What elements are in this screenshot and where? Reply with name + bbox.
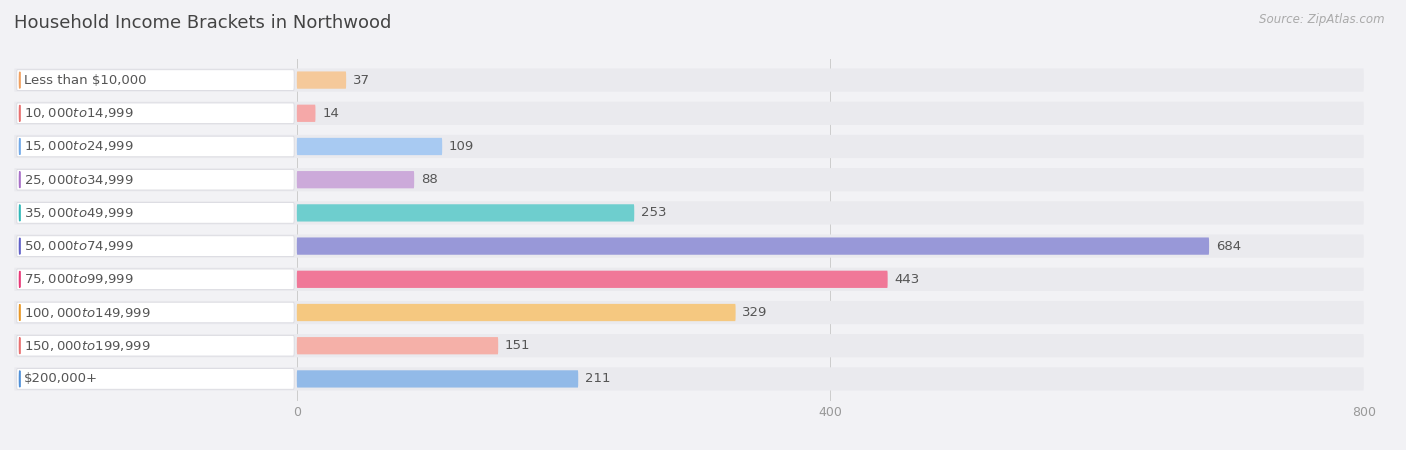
FancyBboxPatch shape: [17, 169, 294, 190]
FancyBboxPatch shape: [297, 204, 634, 221]
Text: $75,000 to $99,999: $75,000 to $99,999: [24, 272, 134, 286]
FancyBboxPatch shape: [17, 369, 294, 389]
Text: 253: 253: [641, 207, 666, 220]
Text: $200,000+: $200,000+: [24, 373, 98, 385]
FancyBboxPatch shape: [14, 367, 1364, 391]
FancyBboxPatch shape: [297, 337, 498, 354]
FancyBboxPatch shape: [297, 304, 735, 321]
Text: 211: 211: [585, 373, 610, 385]
Text: 88: 88: [420, 173, 437, 186]
Text: Source: ZipAtlas.com: Source: ZipAtlas.com: [1260, 14, 1385, 27]
Text: Household Income Brackets in Northwood: Household Income Brackets in Northwood: [14, 14, 391, 32]
Text: 684: 684: [1216, 239, 1241, 252]
FancyBboxPatch shape: [17, 202, 294, 223]
FancyBboxPatch shape: [14, 135, 1364, 158]
FancyBboxPatch shape: [17, 103, 294, 124]
Text: 109: 109: [449, 140, 474, 153]
FancyBboxPatch shape: [14, 334, 1364, 357]
Text: $150,000 to $199,999: $150,000 to $199,999: [24, 339, 150, 353]
FancyBboxPatch shape: [17, 335, 294, 356]
FancyBboxPatch shape: [297, 370, 578, 387]
Text: $15,000 to $24,999: $15,000 to $24,999: [24, 140, 134, 153]
FancyBboxPatch shape: [17, 302, 294, 323]
FancyBboxPatch shape: [297, 238, 1209, 255]
Text: $50,000 to $74,999: $50,000 to $74,999: [24, 239, 134, 253]
Text: 329: 329: [742, 306, 768, 319]
Text: 14: 14: [322, 107, 339, 120]
FancyBboxPatch shape: [297, 138, 443, 155]
FancyBboxPatch shape: [17, 136, 294, 157]
Text: $100,000 to $149,999: $100,000 to $149,999: [24, 306, 150, 320]
Text: 151: 151: [505, 339, 530, 352]
Text: $35,000 to $49,999: $35,000 to $49,999: [24, 206, 134, 220]
Text: 37: 37: [353, 74, 370, 86]
Text: Less than $10,000: Less than $10,000: [24, 74, 146, 86]
FancyBboxPatch shape: [17, 269, 294, 290]
Text: $25,000 to $34,999: $25,000 to $34,999: [24, 173, 134, 187]
FancyBboxPatch shape: [14, 301, 1364, 324]
FancyBboxPatch shape: [14, 234, 1364, 258]
FancyBboxPatch shape: [14, 68, 1364, 92]
FancyBboxPatch shape: [297, 105, 315, 122]
Text: $10,000 to $14,999: $10,000 to $14,999: [24, 106, 134, 120]
Text: 443: 443: [894, 273, 920, 286]
FancyBboxPatch shape: [17, 70, 294, 90]
FancyBboxPatch shape: [14, 201, 1364, 225]
FancyBboxPatch shape: [14, 102, 1364, 125]
FancyBboxPatch shape: [297, 72, 346, 89]
FancyBboxPatch shape: [297, 270, 887, 288]
FancyBboxPatch shape: [17, 236, 294, 256]
FancyBboxPatch shape: [14, 268, 1364, 291]
FancyBboxPatch shape: [14, 168, 1364, 191]
FancyBboxPatch shape: [297, 171, 415, 189]
